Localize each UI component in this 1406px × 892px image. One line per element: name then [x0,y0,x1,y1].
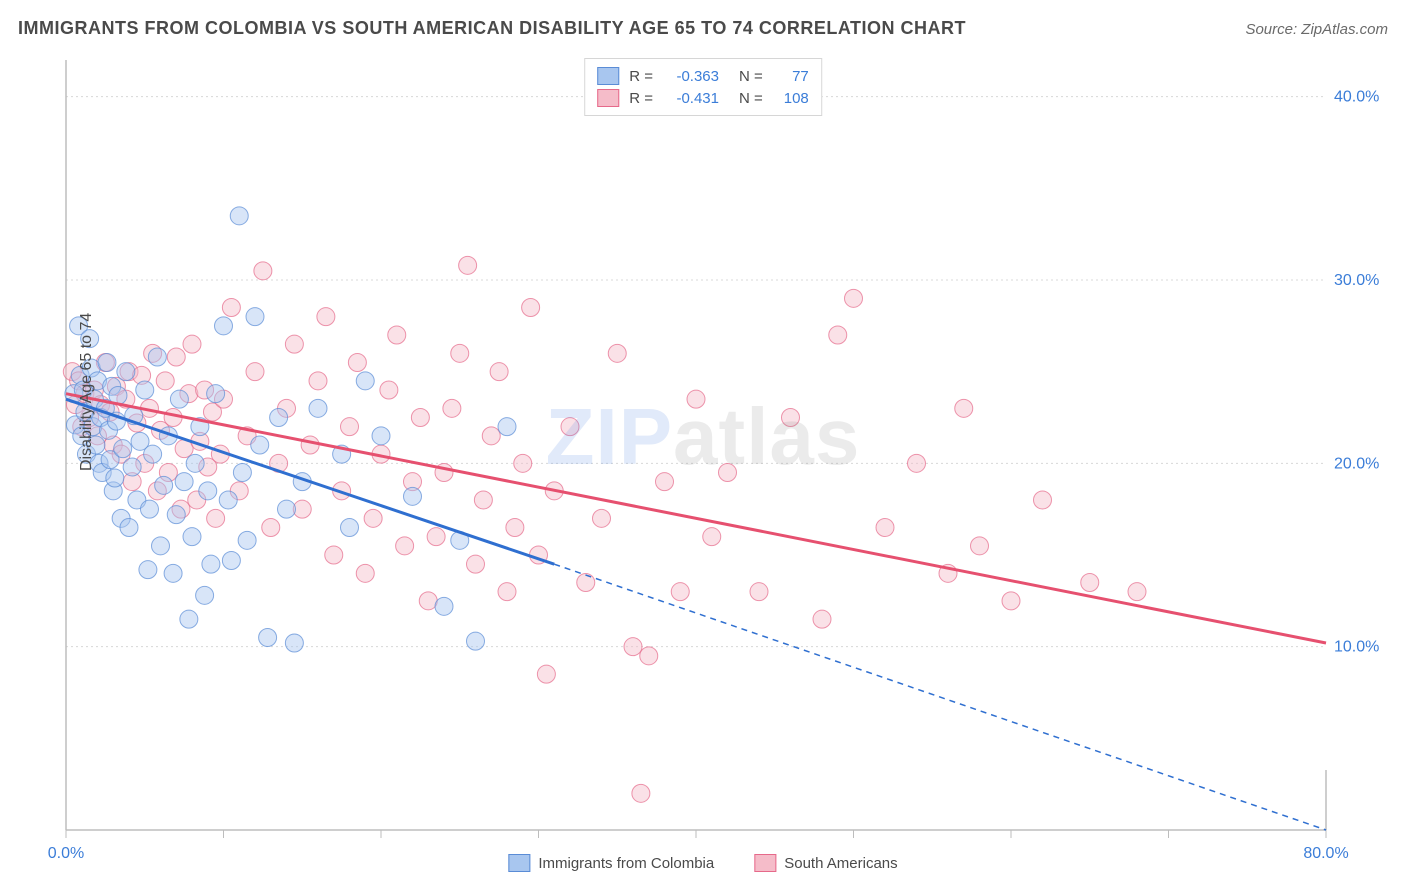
chart-header: IMMIGRANTS FROM COLOMBIA VS SOUTH AMERIC… [18,18,1388,39]
swatch-southam-b [754,854,776,872]
n-label: N = [739,68,763,85]
n-value-southam: 108 [773,90,809,107]
legend-label-colombia: Immigrants from Colombia [538,855,714,872]
legend-row-southam: R = -0.431 N = 108 [597,87,809,109]
r-value-colombia: -0.363 [663,68,719,85]
r-label: R = [629,68,653,85]
r-value-southam: -0.431 [663,90,719,107]
chart-source: Source: ZipAtlas.com [1245,21,1388,38]
y-axis-label: Disability Age 65 to 74 [78,313,96,471]
legend-label-southam: South Americans [784,855,897,872]
svg-text:20.0%: 20.0% [1334,455,1379,472]
legend-row-colombia: R = -0.363 N = 77 [597,65,809,87]
series-legend: Immigrants from Colombia South Americans [508,854,897,872]
swatch-colombia-b [508,854,530,872]
n-value-colombia: 77 [773,68,809,85]
scatter-plot: 10.0% 20.0% 30.0% 40.0% 0.0% 80.0% [18,50,1388,874]
swatch-southam [597,89,619,107]
svg-text:80.0%: 80.0% [1303,845,1348,862]
n-label-2: N = [739,90,763,107]
swatch-colombia [597,67,619,85]
svg-text:0.0%: 0.0% [48,845,84,862]
chart-title: IMMIGRANTS FROM COLOMBIA VS SOUTH AMERIC… [18,18,966,39]
svg-text:10.0%: 10.0% [1334,639,1379,656]
legend-item-southam: South Americans [754,854,897,872]
correlation-legend: R = -0.363 N = 77 R = -0.431 N = 108 [584,58,822,116]
legend-item-colombia: Immigrants from Colombia [508,854,714,872]
svg-text:30.0%: 30.0% [1334,272,1379,289]
r-label-2: R = [629,90,653,107]
svg-text:40.0%: 40.0% [1334,89,1379,106]
chart-area: Disability Age 65 to 74 10.0% 20.0% 30.0% 4… [18,50,1388,874]
